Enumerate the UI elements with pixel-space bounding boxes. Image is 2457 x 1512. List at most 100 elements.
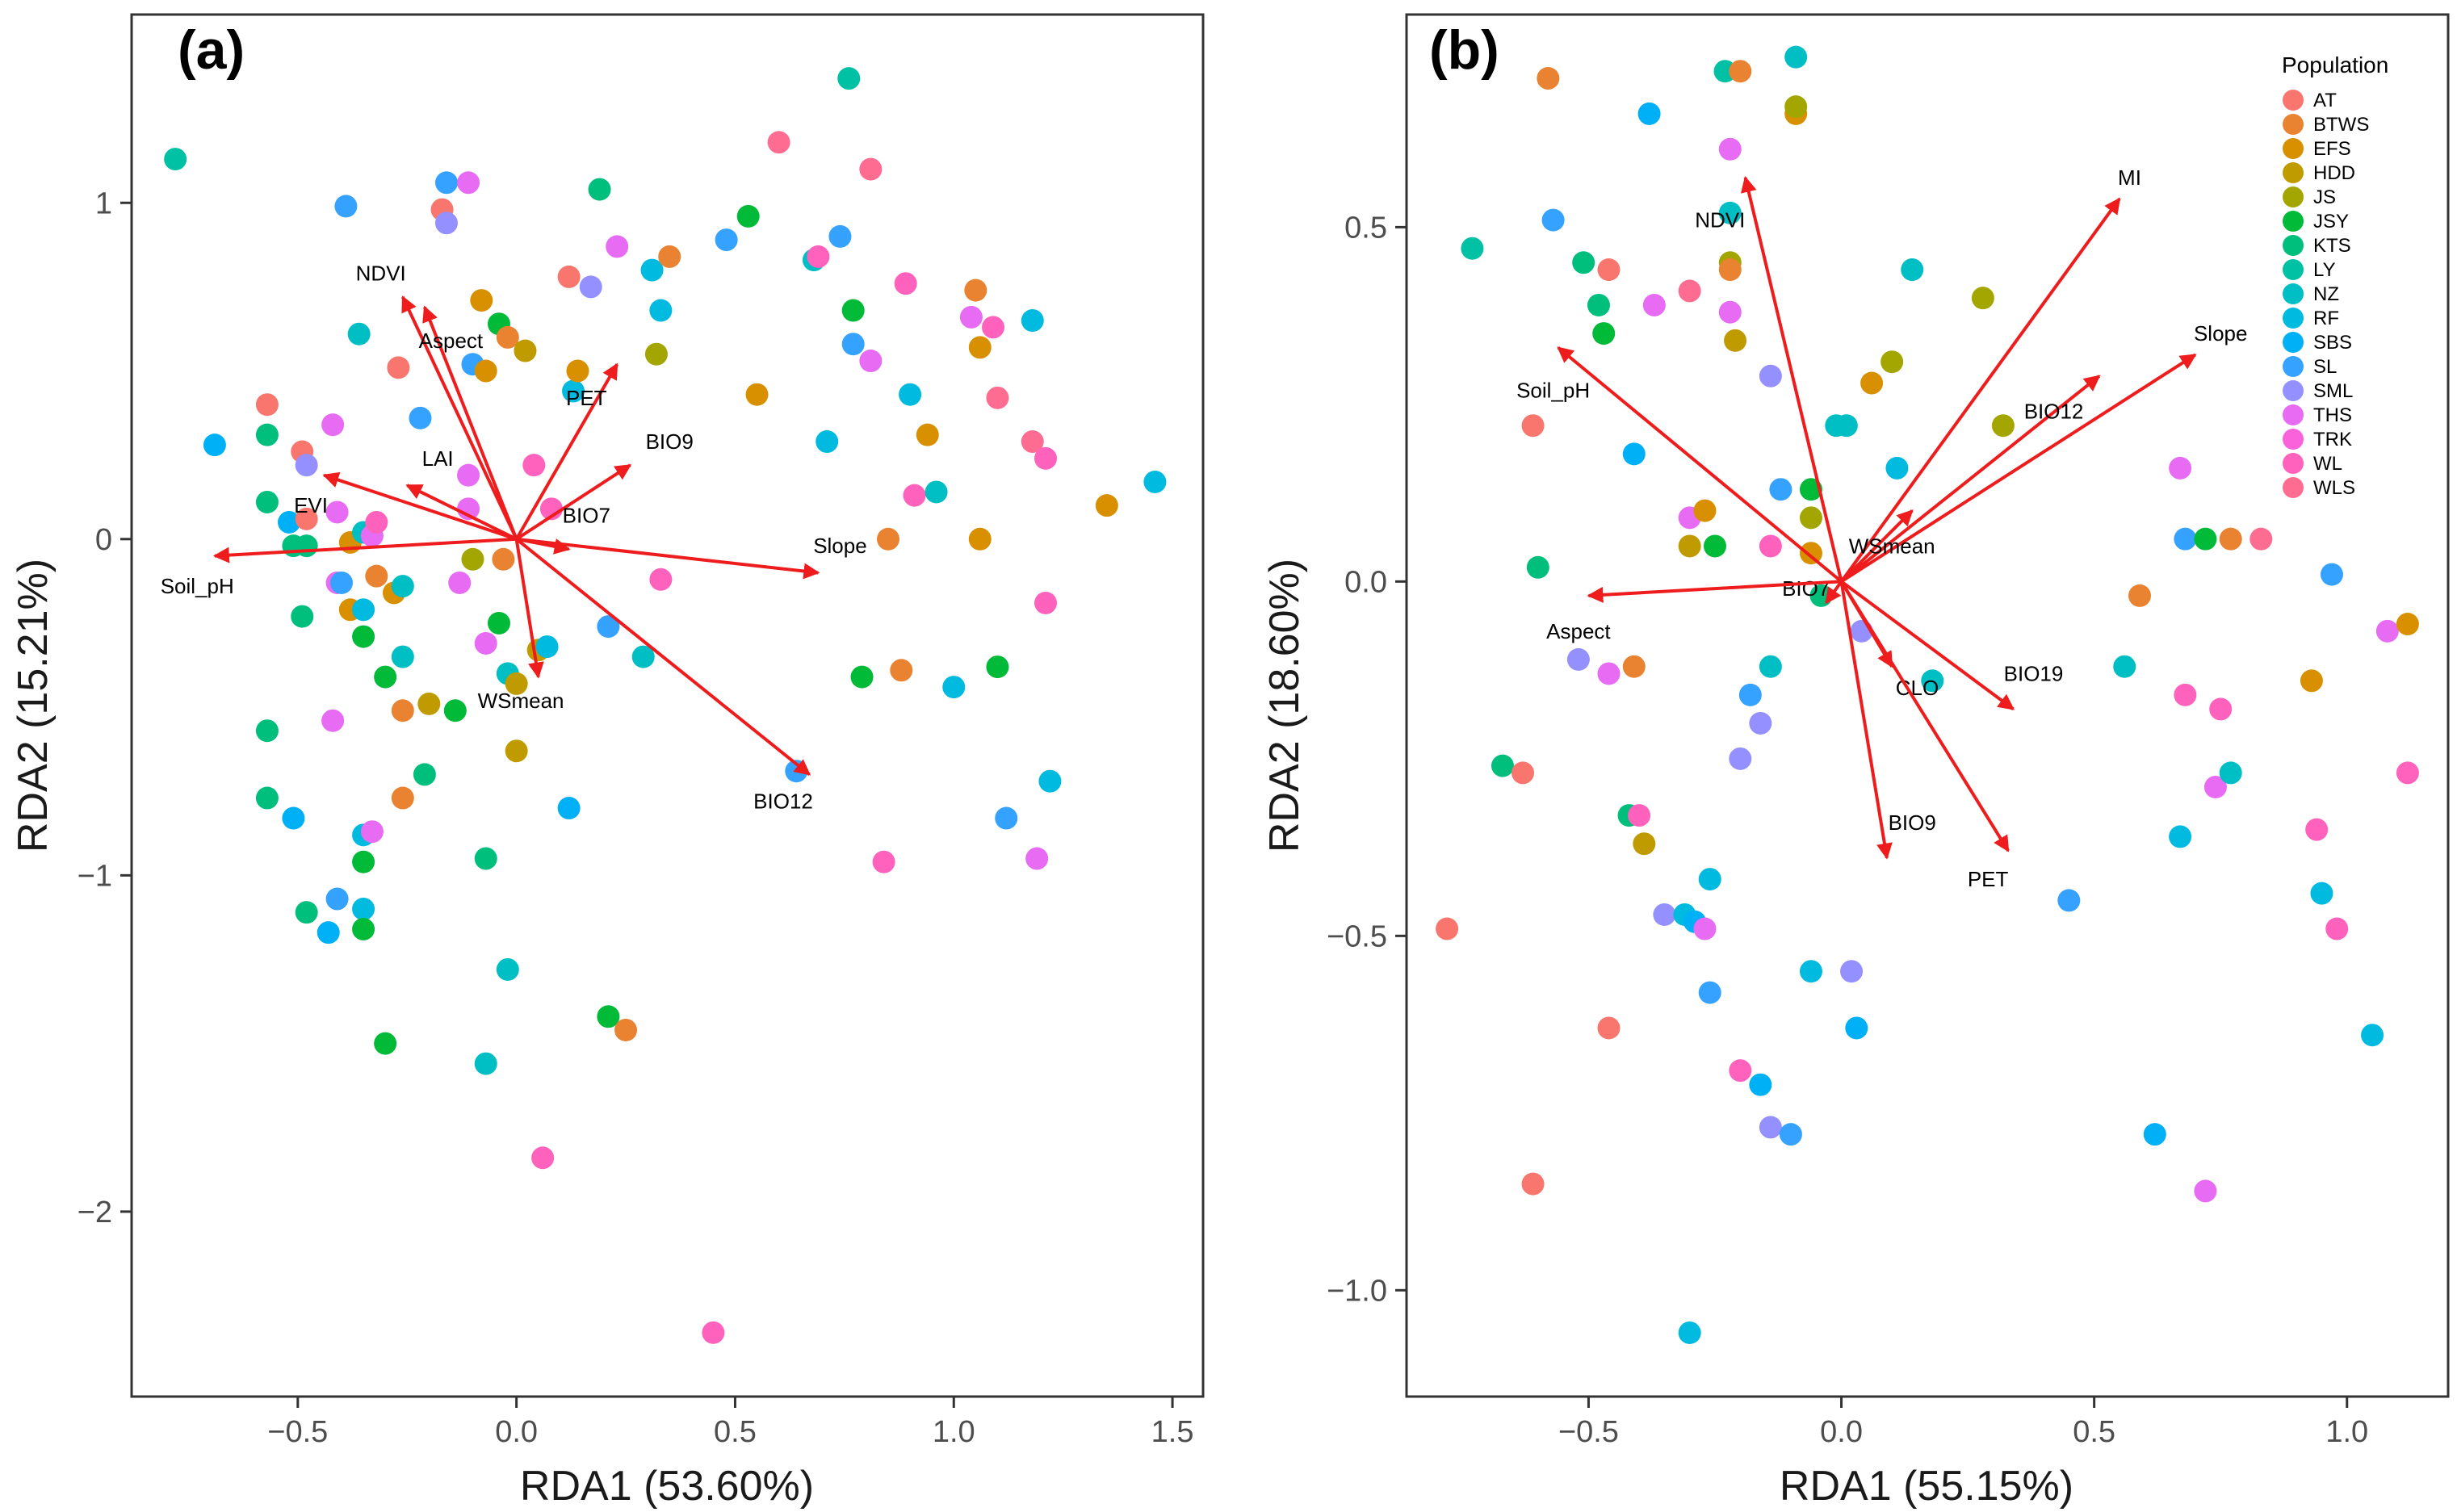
point-nz	[1784, 45, 1808, 69]
y-tick-label: 1	[95, 186, 112, 220]
point-rf	[352, 898, 375, 921]
point-wl	[365, 510, 388, 534]
point-kts	[474, 847, 497, 870]
point-nz	[474, 1052, 497, 1075]
point-ly	[164, 148, 187, 171]
point-sml	[1729, 747, 1752, 770]
panel-a-x-axis-title: RDA1 (53.60%)	[520, 1463, 814, 1510]
legend-key-rf	[2283, 308, 2304, 329]
vector-ndvi	[401, 295, 518, 540]
point-ths	[457, 171, 480, 195]
point-ths	[959, 305, 983, 329]
y-tick-label: −1.0	[1327, 1274, 1387, 1308]
point-jsy	[597, 1005, 620, 1028]
legend-label-ths: THS	[2313, 404, 2352, 426]
point-sbs	[1637, 102, 1661, 125]
vector-slope	[1840, 353, 2197, 584]
point-js	[1799, 506, 1822, 530]
point-at	[1521, 1172, 1545, 1196]
legend-key-ly	[2283, 259, 2304, 280]
panel-b-y-axis-title: RDA2 (18.60%)	[1261, 559, 1308, 852]
legend-label-jsy: JSY	[2313, 211, 2349, 232]
panel-a: NDVI Aspect PET BIO9 LAI EVI BIO7 Slope Soil_pH W…	[10, 13, 1205, 1510]
point-ths	[1642, 293, 1666, 316]
point-efs	[745, 383, 769, 406]
x-tick-label: 0.5	[2073, 1415, 2115, 1449]
point-wls	[1678, 279, 1701, 303]
point-at	[1512, 761, 1535, 785]
point-btws	[890, 659, 913, 682]
legend-key-jsy	[2283, 211, 2304, 232]
vector-label-bio12: BIO12	[753, 790, 813, 814]
legend-key-btws	[2283, 114, 2304, 135]
vector-soil-ph	[212, 537, 517, 563]
point-btws	[877, 527, 900, 551]
point-wl	[702, 1321, 725, 1344]
point-kts	[291, 605, 314, 628]
point-sl	[715, 228, 738, 252]
point-btws	[391, 786, 414, 810]
x-tick-label: 0.0	[495, 1415, 538, 1449]
point-ths	[448, 571, 472, 594]
point-btws	[658, 245, 681, 268]
legend-key-wl	[2283, 453, 2304, 474]
vector-wsmean	[514, 538, 544, 679]
point-btws	[1729, 60, 1752, 83]
point-ly	[837, 67, 861, 90]
point-btws	[496, 325, 519, 349]
point-js	[1971, 287, 1994, 310]
vector-bio12	[1840, 375, 2101, 583]
point-jsy	[850, 665, 874, 689]
legend-key-sml	[2283, 380, 2304, 401]
point-sl	[334, 195, 358, 218]
point-ths	[859, 350, 883, 373]
vector-label-pet: PET	[1968, 867, 2009, 891]
point-jsy	[487, 611, 510, 635]
legend-label-sbs: SBS	[2313, 332, 2352, 354]
point-rf	[535, 635, 559, 659]
point-sl	[2320, 563, 2343, 586]
point-btws	[1718, 258, 1742, 282]
point-sml	[295, 454, 318, 477]
point-ths	[457, 463, 480, 487]
legend-label-rf: RF	[2313, 308, 2339, 329]
point-ths	[2194, 1179, 2217, 1203]
point-btws	[2219, 527, 2242, 551]
panel-a-vectors: NDVI Aspect PET BIO9 LAI EVI BIO7 Slope Soil_pH W…	[161, 262, 867, 814]
legend-key-js	[2283, 186, 2304, 207]
point-rf	[2361, 1024, 2384, 1047]
point-jsy	[1592, 322, 1616, 346]
point-wl	[1759, 534, 1782, 558]
point-efs	[916, 423, 939, 446]
point-wl	[1034, 591, 1058, 614]
point-btws	[2128, 584, 2152, 607]
y-tick-label: 0	[95, 523, 112, 557]
legend-key-efs	[2283, 138, 2304, 159]
y-tick-label: 0.0	[1344, 565, 1387, 599]
x-tick-label: 0.5	[714, 1415, 757, 1449]
point-rf	[1678, 1321, 1701, 1344]
panel-b-x-axis: −0.5 0.0 0.5 1.0	[1558, 1397, 2368, 1449]
panel-a-x-axis: −0.5 0.0 0.5 1.0 1.5	[267, 1397, 1193, 1449]
legend-key-wls	[2283, 477, 2304, 498]
point-at	[255, 393, 279, 417]
point-wl	[872, 850, 895, 873]
point-efs	[1095, 494, 1118, 517]
point-ths	[1718, 300, 1742, 324]
point-ths	[321, 709, 345, 732]
point-wl	[807, 245, 830, 268]
legend-label-trk: TRK	[2313, 429, 2352, 450]
point-kts	[255, 786, 279, 810]
point-jsy	[841, 299, 865, 322]
point-sl	[828, 224, 852, 248]
point-at	[1521, 414, 1545, 438]
point-jsy	[374, 1032, 397, 1055]
point-rf	[942, 676, 966, 699]
point-sl	[1769, 478, 1792, 501]
panel-b-points	[1436, 45, 2419, 1344]
point-efs	[1693, 499, 1717, 522]
point-btws	[1622, 655, 1646, 678]
point-rf	[899, 383, 922, 406]
